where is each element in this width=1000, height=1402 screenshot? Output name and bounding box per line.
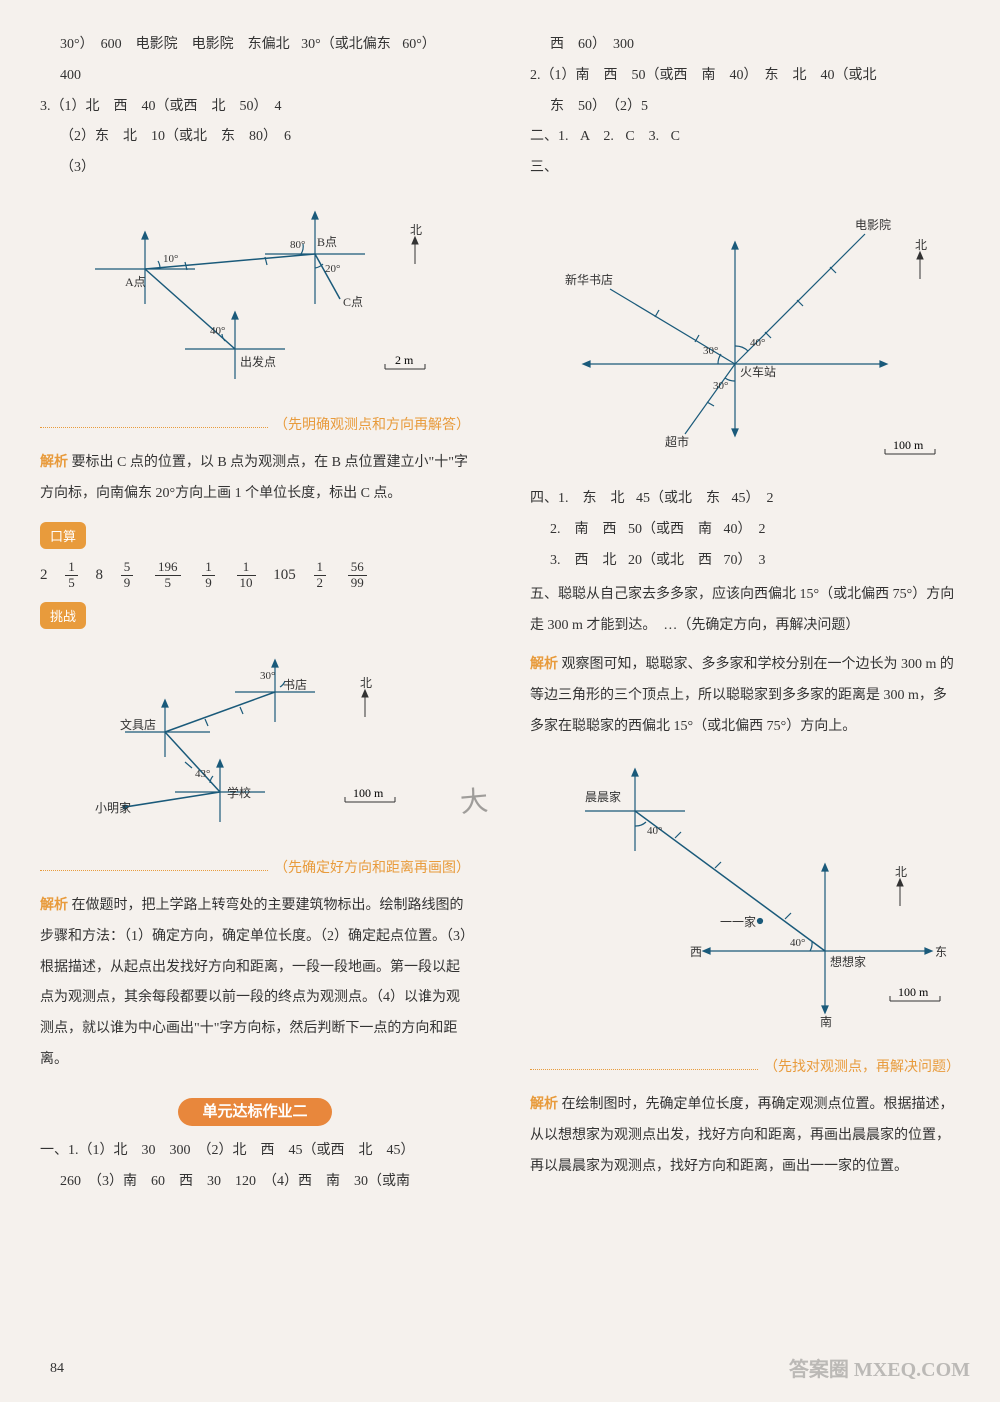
scale-label: 100 m [898,985,929,999]
svg-text:40°: 40° [647,825,662,837]
hint-row: （先确定好方向和距离再画图） [40,857,470,877]
jiexi-text: 在做题时，把上学路上转弯处的主要建筑物标出。绘制路线图的步骤和方法：（1）确定方… [40,898,467,1067]
diagram-abc: A点 B点 C点 出发点 10° 80° 20° 40° 北 [65,194,445,394]
svg-text:南: 南 [820,1014,832,1029]
left-column: 30°） 600 电影院 电影院 东偏北 30°（或北偏东 60°） 400 3… [40,30,485,1372]
north-label: 北 [360,676,372,690]
text-line: 2.（1）南 西 50（或西 南 40） 东 北 40（或北 [530,61,960,92]
text-line: 2. 南 西 50（或西 南 40） 2 [530,515,960,546]
label-school: 学校 [227,785,251,800]
fraction-row: 2 15 8 59 1965 19 110 105 12 5699 [40,557,470,595]
text-line: 四、1. 东 北 45（或北 东 45） 2 [530,484,960,515]
hint-row: （先找对观测点，再解决问题） [530,1056,960,1076]
watermark: 答案圈 MXEQ.COM [789,1358,970,1382]
label-start: 出发点 [240,354,276,369]
jiexi-label: 解析 [530,1097,558,1112]
hint-row: （先明确观测点和方向再解答） [40,414,470,434]
text-line: （3） [40,153,470,184]
label-home: 小明家 [95,800,131,815]
diagram-chenchen: 晨晨家 一一家 想想家 40° 40° 北 东 西 南 10 [535,756,955,1036]
label-station: 火车站 [740,364,776,379]
label-chenchen: 晨晨家 [585,789,621,804]
label-cinema: 电影院 [855,218,891,232]
jiexi-text: 在绘制图时，先确定单位长度，再确定观测点位置。根据描述，从以想想家为观测点出发，… [530,1097,954,1174]
north-label: 北 [915,238,927,252]
svg-text:20°: 20° [325,263,340,275]
dotted-line [40,863,268,871]
text-line: 一、1.（1）北 30 300 （2）北 西 45（或西 北 45） [40,1136,470,1167]
scale-label: 100 m [893,438,924,452]
text-line: 260 （3）南 60 西 30 120 （4）西 南 30（或南 [40,1167,470,1198]
jiexi-label: 解析 [40,455,68,470]
q5-text: 五、聪聪从自己家去多多家，应该向西偏北 15°（或北偏西 75°）方向走 300… [530,580,960,642]
label-a: A点 [125,275,146,289]
right-column: 西 60） 300 2.（1）南 西 50（或西 南 40） 东 北 40（或北… [515,30,960,1372]
label-b: B点 [317,235,337,249]
dotted-line [40,420,268,428]
page-columns: 30°） 600 电影院 电影院 东偏北 30°（或北偏东 60°） 400 3… [40,30,960,1372]
label-market: 超市 [665,434,689,449]
tiaozhan-badge: 挑战 [40,594,470,637]
analysis-para: 解析 要标出 C 点的位置，以 B 点为观测点，在 B 点位置建立小"十"字方向… [40,448,470,510]
hint-text: （先找对观测点，再解决问题） [764,1056,960,1076]
svg-text:80°: 80° [290,239,305,251]
north-label: 北 [895,865,907,879]
jiexi-label: 解析 [40,898,68,913]
text-line: 西 60） 300 [530,30,960,61]
label-yiyi: 一一家 [720,914,756,929]
hint-text: （先确定好方向和距离再画图） [274,857,470,877]
text-line: （2）东 北 10（或北 东 80） 6 [40,122,470,153]
label-bookstore: 新华书店 [565,272,613,287]
svg-text:40°: 40° [790,937,805,949]
jiexi-text: 观察图可知，聪聪家、多多家和学校分别在一个边长为 300 m 的等边三角形的三个… [530,657,954,734]
svg-text:10°: 10° [163,253,178,265]
scale-label: 2 m [395,353,414,367]
dotted-line [530,1062,758,1070]
north-label: 北 [410,223,422,237]
diagram-station: 火车站 电影院 新华书店 超市 40° 30° 30° 北 100 m [535,194,955,474]
label-c: C点 [343,295,363,309]
text-line: 三、 [530,153,960,184]
svg-text:东: 东 [935,945,947,959]
hint-text: （先明确观测点和方向再解答） [274,414,470,434]
jiexi-label: 解析 [530,657,558,672]
page-number: 84 [50,1361,64,1377]
svg-text:40°: 40° [750,337,765,349]
text-line: 二、1. A 2. C 3. C [530,122,960,153]
svg-text:西: 西 [690,945,702,959]
text-line: 400 [40,61,470,92]
svg-text:43°: 43° [195,768,210,780]
jiexi-text: 要标出 C 点的位置，以 B 点为观测点，在 B 点位置建立小"十"字方向标，向… [40,455,468,501]
svg-text:30°: 30° [703,345,718,357]
analysis-para: 解析 在做题时，把上学路上转弯处的主要建筑物标出。绘制路线图的步骤和方法：（1）… [40,891,470,1076]
text-line: 东 50） （2）5 [530,92,960,123]
unit-title: 单元达标作业二 [178,1098,331,1126]
analysis-para: 解析 观察图可知，聪聪家、多多家和学校分别在一个边长为 300 m 的等边三角形… [530,650,960,742]
label-stationery: 文具店 [120,717,156,732]
diagram-xiaoming: 小明家 学校 文具店 书店 43° 30° 北 100 m [65,647,445,837]
analysis-para: 解析 在绘制图时，先确定单位长度，再确定观测点位置。根据描述，从以想想家为观测点… [530,1090,960,1182]
text-line: 3.（1）北 西 40（或西 北 50） 4 [40,92,470,123]
label-bookstore: 书店 [283,678,307,692]
svg-text:30°: 30° [260,670,275,682]
scale-label: 100 m [353,786,384,800]
unit-header: 单元达标作业二 [40,1100,470,1121]
label-xiangxiang: 想想家 [830,954,866,969]
kousuan-badge: 口算 [40,514,470,557]
text-line: 3. 西 北 20（或北 西 70） 3 [530,546,960,577]
svg-text:30°: 30° [713,380,728,392]
handwriting-scribble: 大 [458,779,489,821]
svg-text:40°: 40° [210,325,225,337]
text-line: 30°） 600 电影院 电影院 东偏北 30°（或北偏东 60°） [40,30,470,61]
